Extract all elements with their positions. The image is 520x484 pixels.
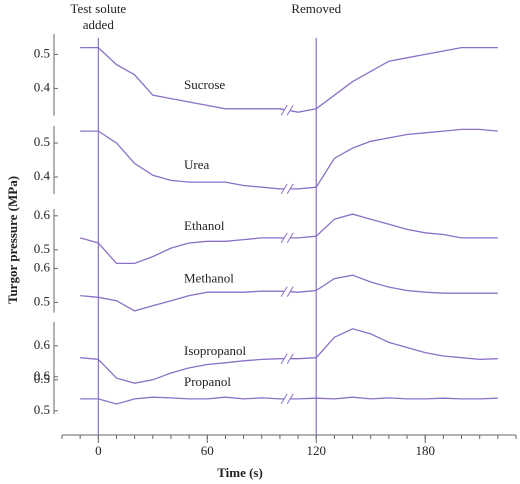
x-axis-label: Time (s) <box>217 465 263 480</box>
y-tick-label: 0.4 <box>34 168 51 183</box>
break-gap <box>284 287 291 296</box>
y-tick-label: 0.5 <box>34 45 50 60</box>
break-gap <box>284 354 291 363</box>
y-tick-label: 0.6 <box>34 368 51 383</box>
series-label: Isopropanol <box>184 343 246 358</box>
break-mark <box>280 353 288 364</box>
break-mark <box>280 232 288 244</box>
break-mark <box>286 183 294 195</box>
break-mark <box>280 104 288 116</box>
y-tick-label: 0.5 <box>34 134 50 149</box>
annotation-text: Test solute <box>70 1 126 16</box>
series-label: Sucrose <box>184 77 225 92</box>
y-tick-label: 0.4 <box>34 79 51 94</box>
series-line <box>80 128 498 190</box>
y-axis-label: Turgor pressure (MPa) <box>5 176 20 304</box>
break-gap <box>284 233 291 242</box>
series-label: Urea <box>184 157 209 172</box>
x-tick-label: 0 <box>95 443 102 458</box>
break-mark <box>286 104 294 116</box>
y-tick-label: 0.6 <box>34 337 51 352</box>
break-mark <box>280 286 288 297</box>
annotation-text: added <box>83 17 115 32</box>
break-mark <box>286 393 294 405</box>
break-gap <box>284 394 291 403</box>
series-label: Methanol <box>184 271 234 286</box>
break-mark <box>280 393 288 405</box>
series-line <box>80 46 498 113</box>
break-mark <box>280 183 288 195</box>
x-tick-label: 60 <box>201 443 214 458</box>
y-tick-label: 0.5 <box>34 241 50 256</box>
y-tick-label: 0.6 <box>34 259 51 274</box>
y-tick-label: 0.6 <box>34 207 51 222</box>
y-tick-label: 0.5 <box>34 293 50 308</box>
x-tick-label: 180 <box>415 443 435 458</box>
break-mark <box>286 232 294 244</box>
annotation-text: Removed <box>291 1 341 16</box>
series-label: Propanol <box>184 374 231 389</box>
break-mark <box>286 353 294 364</box>
y-tick-label: 0.5 <box>34 371 50 386</box>
break-mark <box>286 286 294 297</box>
break-gap <box>284 106 291 115</box>
series-label: Ethanol <box>184 218 225 233</box>
break-gap <box>284 184 291 193</box>
y-tick-label: 0.5 <box>34 402 50 417</box>
x-tick-label: 120 <box>306 443 326 458</box>
